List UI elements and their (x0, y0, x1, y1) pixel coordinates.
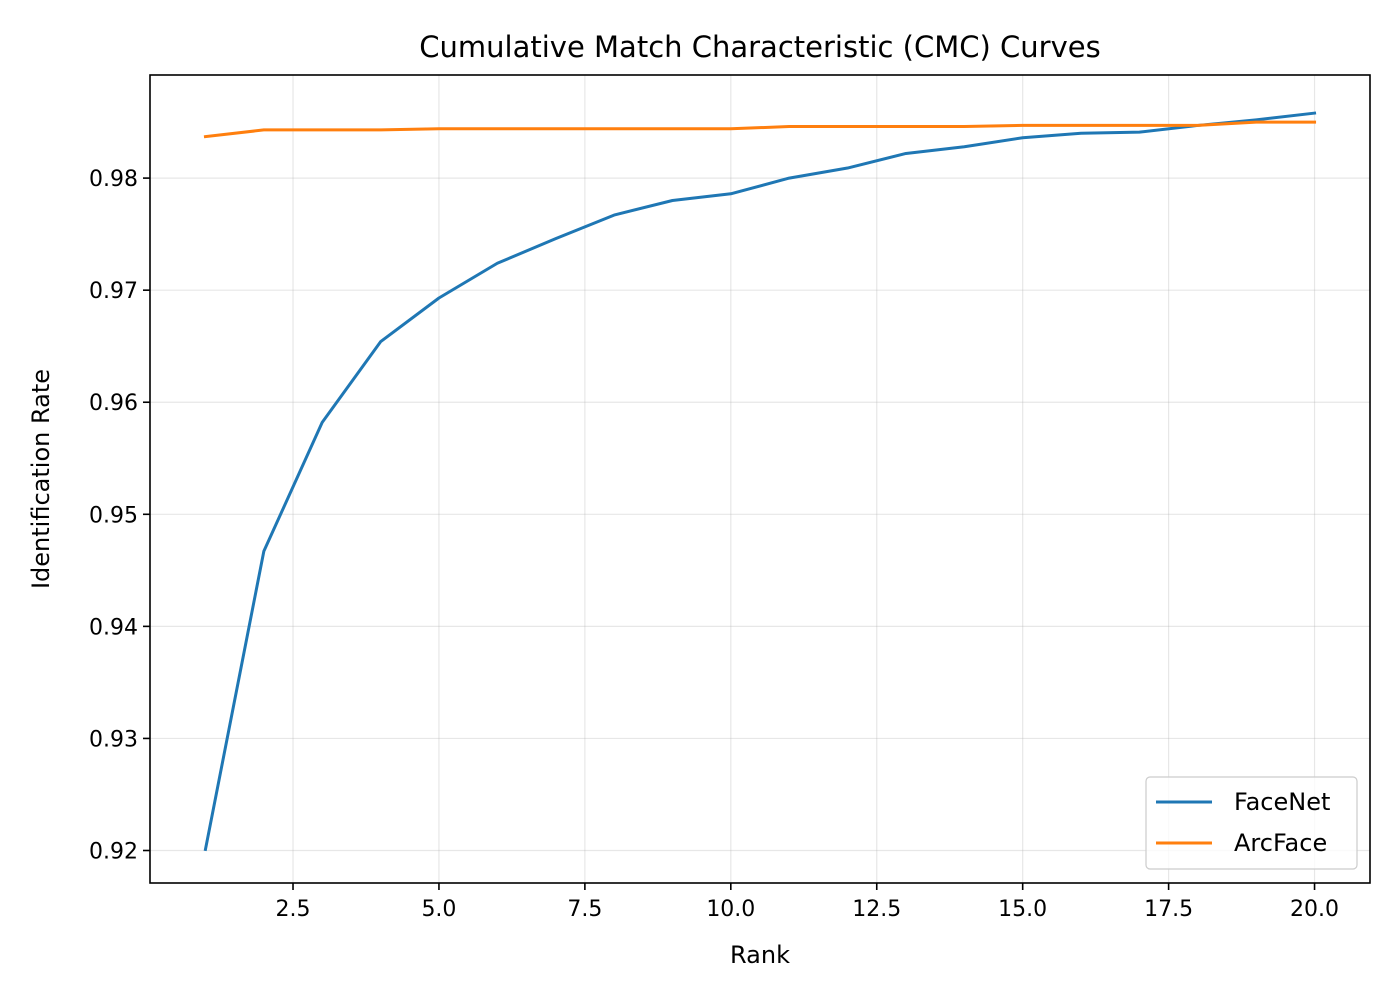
series-lines (203, 111, 1317, 852)
series-line-arcface (203, 120, 1317, 139)
legend-box (1145, 776, 1358, 870)
grid (150, 75, 1370, 883)
x-tick-label: 17.5 (1144, 897, 1193, 922)
y-tick-label: 0.92 (89, 840, 138, 865)
legend-label-facenet: FaceNet (1234, 788, 1330, 816)
x-axis: 2.5 5.0 7.5 10.0 12.5 15.0 17.5 20.0 (276, 883, 1339, 922)
chart-title: Cumulative Match Characteristic (CMC) Cu… (419, 30, 1100, 64)
x-tick-label: 2.5 (276, 897, 311, 922)
y-tick-label: 0.96 (89, 391, 138, 416)
y-tick-label: 0.93 (89, 727, 138, 752)
legend: FaceNet ArcFace (1145, 776, 1358, 870)
series-line-facenet (203, 111, 1317, 852)
x-tick-label: 15.0 (998, 897, 1047, 922)
y-tick-label: 0.98 (89, 167, 138, 192)
y-axis: 0.92 0.93 0.94 0.95 0.96 0.97 0.98 (89, 167, 150, 865)
x-tick-label: 5.0 (421, 897, 456, 922)
y-tick-label: 0.95 (89, 503, 138, 528)
x-tick-label: 7.5 (567, 897, 602, 922)
y-tick-label: 0.94 (89, 615, 138, 640)
y-tick-label: 0.97 (89, 279, 138, 304)
x-axis-label: Rank (730, 941, 790, 969)
x-tick-label: 20.0 (1290, 897, 1339, 922)
plot-frame (149, 74, 1371, 884)
x-tick-label: 10.0 (706, 897, 755, 922)
x-tick-label: 12.5 (852, 897, 901, 922)
y-axis-label: Identification Rate (27, 369, 55, 589)
legend-label-arcface: ArcFace (1234, 829, 1327, 857)
